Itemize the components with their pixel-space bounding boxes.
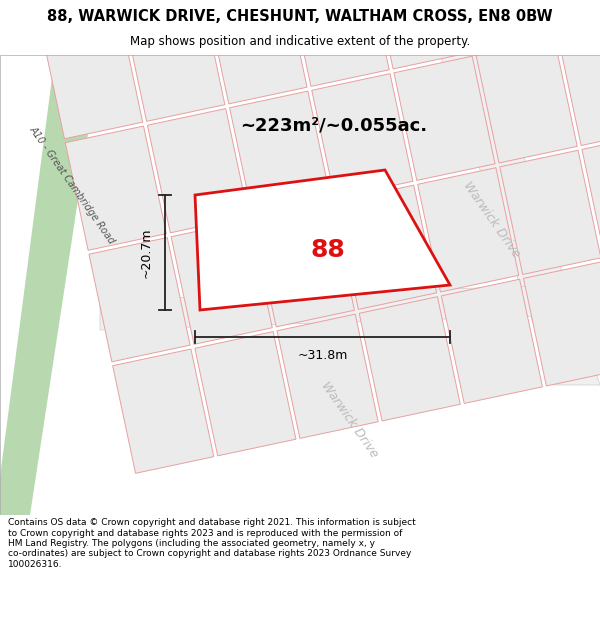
Text: Warwick Drive: Warwick Drive	[461, 179, 523, 261]
Polygon shape	[558, 21, 600, 146]
Text: ~223m²/~0.055ac.: ~223m²/~0.055ac.	[240, 116, 427, 134]
Text: ~20.7m: ~20.7m	[140, 228, 153, 278]
Polygon shape	[65, 126, 166, 250]
Polygon shape	[253, 202, 355, 327]
Polygon shape	[442, 279, 542, 404]
Polygon shape	[418, 168, 519, 292]
Polygon shape	[394, 56, 495, 181]
Polygon shape	[124, 0, 225, 121]
Polygon shape	[359, 297, 460, 421]
Polygon shape	[312, 74, 413, 198]
Polygon shape	[277, 314, 378, 438]
Text: A10 - Great Cambridge Road: A10 - Great Cambridge Road	[28, 124, 116, 246]
Text: 88: 88	[310, 238, 345, 262]
Text: Warwick Drive: Warwick Drive	[319, 379, 381, 461]
Polygon shape	[89, 238, 190, 362]
Polygon shape	[195, 170, 450, 310]
Polygon shape	[100, 285, 570, 330]
Polygon shape	[452, 0, 554, 51]
Polygon shape	[41, 14, 143, 139]
Polygon shape	[18, 0, 119, 28]
Polygon shape	[0, 55, 100, 515]
Polygon shape	[230, 91, 331, 216]
Text: 88, WARWICK DRIVE, CHESHUNT, WALTHAM CROSS, EN8 0BW: 88, WARWICK DRIVE, CHESHUNT, WALTHAM CRO…	[47, 9, 553, 24]
Text: Map shows position and indicative extent of the property.: Map shows position and indicative extent…	[130, 35, 470, 48]
Polygon shape	[335, 185, 437, 309]
Text: ~31.8m: ~31.8m	[298, 349, 347, 362]
Polygon shape	[524, 262, 600, 386]
Polygon shape	[535, 0, 600, 34]
Polygon shape	[440, 55, 600, 385]
Polygon shape	[476, 39, 577, 163]
Polygon shape	[288, 0, 389, 86]
Text: Contains OS data © Crown copyright and database right 2021. This information is : Contains OS data © Crown copyright and d…	[8, 518, 416, 569]
Polygon shape	[500, 150, 600, 274]
Polygon shape	[171, 220, 272, 344]
Polygon shape	[100, 0, 201, 10]
Polygon shape	[195, 332, 296, 456]
Polygon shape	[148, 109, 248, 233]
Polygon shape	[582, 132, 600, 257]
Polygon shape	[370, 0, 472, 69]
Polygon shape	[206, 0, 307, 104]
Polygon shape	[113, 349, 214, 473]
Polygon shape	[195, 170, 450, 310]
